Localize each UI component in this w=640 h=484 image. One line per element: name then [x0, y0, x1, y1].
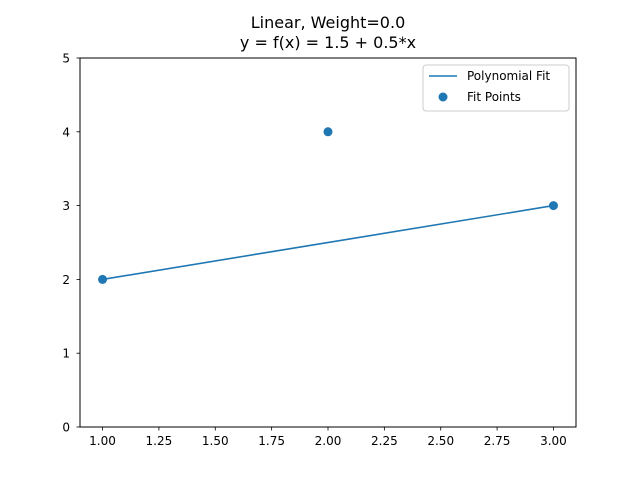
y-tick-label: 0	[62, 421, 70, 435]
fit-point	[98, 274, 108, 284]
legend-label: Fit Points	[467, 90, 521, 104]
x-tick-label: 2.00	[315, 434, 342, 448]
legend-box	[422, 64, 570, 112]
fit-line	[101, 204, 555, 281]
legend-label: Polynomial Fit	[467, 69, 550, 83]
chart-subtitle: y = f(x) = 1.5 + 0.5*x	[240, 33, 416, 52]
x-tick-label: 2.75	[484, 434, 511, 448]
x-tick-label: 1.00	[89, 434, 116, 448]
chart-title: Linear, Weight=0.0	[251, 13, 406, 32]
x-tick-label: 3.00	[540, 434, 567, 448]
y-tick-label: 2	[62, 273, 70, 287]
x-tick-label: 2.50	[427, 434, 454, 448]
y-tick-label: 1	[62, 347, 70, 361]
fit-point	[548, 201, 558, 211]
y-tick-label: 5	[62, 52, 70, 66]
legend-marker-swatch	[438, 92, 448, 102]
x-tick-label: 1.25	[146, 434, 173, 448]
y-tick-label: 4	[62, 125, 70, 139]
x-tick-label: 1.50	[202, 434, 229, 448]
x-tick-label: 1.75	[258, 434, 285, 448]
axis-ticks: 1.00 1.25 1.50 1.75 2.00 2.25 2.50 2.75 3.00 0 1 2 3…	[62, 52, 566, 449]
fit-point	[323, 127, 333, 137]
x-tick-label: 2.25	[371, 434, 398, 448]
y-tick-label: 3	[62, 199, 70, 213]
chart-legend: Polynomial Fit Fit Points	[422, 64, 570, 112]
